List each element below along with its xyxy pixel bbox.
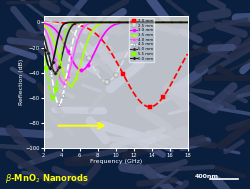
Point [148,105,152,108]
Point [49,70,53,74]
Text: $\beta$-MnO$_2$ Nanorods: $\beta$-MnO$_2$ Nanorods [5,172,89,185]
Point [105,80,109,83]
Point [48,66,52,69]
Point [52,57,56,60]
Point [114,73,118,76]
Point [121,72,125,75]
Point [54,71,58,74]
Text: 400nm: 400nm [195,174,219,179]
Point [43,48,47,51]
Point [57,103,61,106]
Legend: 2.0 mm, 2.5 mm, 3.0 mm, 3.5 mm, 4.0 mm, 4.5 mm, 5.0 mm, 5.5 mm, 6.0 mm: 2.0 mm, 2.5 mm, 3.0 mm, 3.5 mm, 4.0 mm, … [129,18,154,62]
Point [61,93,65,96]
Point [62,81,66,84]
Y-axis label: Reflection (dB): Reflection (dB) [19,59,24,105]
Point [74,76,78,79]
X-axis label: Frequency (GHz): Frequency (GHz) [90,159,142,164]
Point [54,88,58,91]
Point [86,63,90,66]
Point [51,61,55,64]
Point [69,84,73,87]
Point [80,69,84,72]
Point [51,96,55,99]
Point [66,74,70,77]
Point [57,65,61,68]
Point [161,95,165,98]
Point [58,59,62,62]
Point [46,51,50,54]
Point [44,67,48,70]
Point [66,50,70,53]
Point [87,57,91,60]
